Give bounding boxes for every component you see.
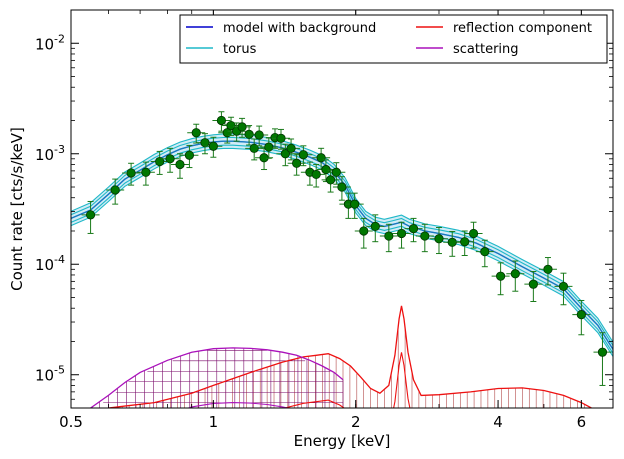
data-point bbox=[276, 133, 286, 143]
y-axis-label: Count rate [cts/s/keV] bbox=[8, 127, 26, 291]
data-point bbox=[264, 142, 274, 152]
legend-label: scattering bbox=[453, 42, 519, 57]
data-point bbox=[85, 210, 96, 220]
data-point bbox=[292, 158, 302, 168]
y-tick-label: 10-5 bbox=[35, 364, 65, 385]
data-point bbox=[321, 164, 331, 175]
scattering-curve bbox=[90, 347, 344, 408]
x-tick-label: 6 bbox=[577, 413, 587, 431]
data-point bbox=[237, 122, 247, 132]
legend-label: torus bbox=[223, 42, 257, 57]
data-points-layer bbox=[81, 111, 612, 386]
data-point bbox=[468, 228, 479, 239]
data-point bbox=[460, 237, 470, 247]
data-point bbox=[408, 224, 419, 234]
reflection-curve bbox=[108, 305, 592, 408]
data-point bbox=[155, 156, 165, 167]
data-point bbox=[216, 115, 227, 126]
data-point bbox=[420, 231, 430, 241]
data-point bbox=[359, 226, 369, 236]
data-point bbox=[331, 167, 341, 177]
legend-box bbox=[179, 14, 608, 64]
data-point bbox=[396, 228, 407, 239]
data-point bbox=[337, 182, 347, 192]
data-point bbox=[370, 221, 380, 232]
data-point bbox=[597, 347, 608, 357]
scattering-curve-low bbox=[186, 402, 291, 408]
data-point bbox=[110, 185, 120, 195]
data-point bbox=[558, 281, 569, 292]
x-tick-label: 4 bbox=[493, 413, 503, 431]
data-point bbox=[175, 159, 185, 170]
legend-label: reflection component bbox=[453, 21, 592, 36]
plot-area bbox=[71, 10, 613, 408]
data-point bbox=[576, 310, 586, 320]
data-point bbox=[280, 149, 290, 159]
data-point bbox=[184, 150, 195, 160]
data-point bbox=[543, 264, 553, 274]
legend: model with background reflection componen… bbox=[179, 14, 608, 64]
data-point bbox=[326, 175, 336, 185]
y-tick-label: 10-4 bbox=[35, 253, 65, 274]
data-point bbox=[528, 279, 538, 289]
y-tick-label: 10-2 bbox=[35, 32, 65, 53]
data-point bbox=[165, 154, 175, 164]
data-point bbox=[126, 168, 136, 178]
x-tick-label: 2 bbox=[351, 413, 361, 431]
plot-frame bbox=[70, 9, 614, 409]
data-point bbox=[226, 120, 236, 131]
data-point bbox=[298, 150, 308, 160]
model-line-layer bbox=[90, 305, 592, 408]
data-point bbox=[141, 167, 151, 177]
tick-layer: 0.5 1 2 4 6 10-5 10-4 10-3 10-2 bbox=[35, 10, 613, 431]
data-point bbox=[311, 169, 321, 180]
data-point bbox=[254, 130, 264, 140]
data-point bbox=[510, 269, 520, 279]
data-point bbox=[350, 199, 360, 209]
data-point bbox=[200, 138, 210, 148]
x-tick-label: 1 bbox=[209, 413, 219, 431]
legend-label: model with background bbox=[223, 21, 376, 36]
data-point bbox=[384, 231, 394, 241]
data-point bbox=[191, 128, 201, 138]
data-point bbox=[496, 271, 506, 281]
data-point bbox=[286, 143, 296, 153]
data-point bbox=[259, 153, 269, 163]
y-tick-label: 10-3 bbox=[35, 143, 65, 164]
x-tick-label: 0.5 bbox=[59, 413, 83, 431]
data-point bbox=[208, 141, 218, 151]
x-axis-label: Energy [keV] bbox=[294, 432, 391, 450]
data-point bbox=[316, 153, 326, 163]
data-point bbox=[480, 247, 490, 257]
data-point bbox=[434, 234, 444, 244]
data-point bbox=[447, 237, 457, 247]
hatch-layer bbox=[99, 326, 585, 408]
data-point bbox=[244, 129, 254, 139]
